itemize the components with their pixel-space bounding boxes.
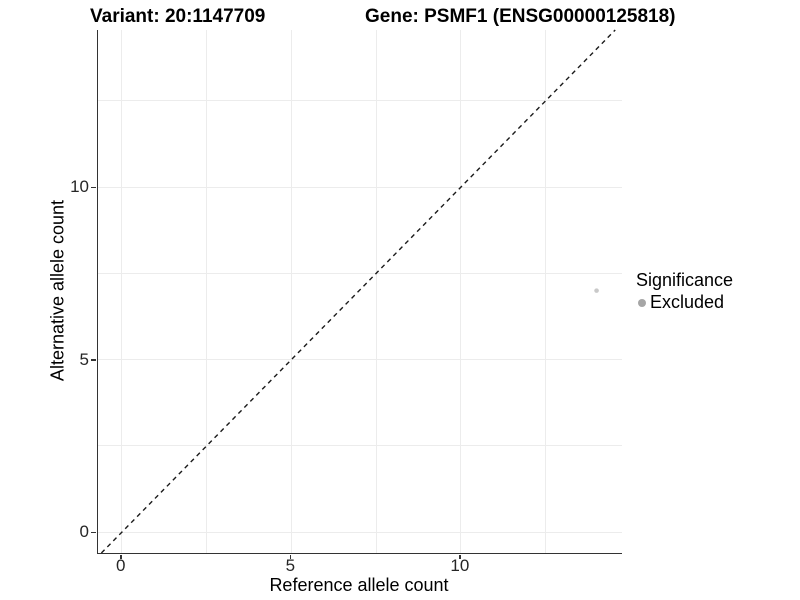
x-tick-label: 10 [450,556,470,575]
y-axis-title: Alternative allele count [47,199,68,382]
gridline-horizontal [98,100,622,102]
gridline-vertical [460,30,462,553]
legend-entry-label: Excluded [650,292,725,312]
gene-title: Gene: PSMF1 (ENSG00000125818) [365,6,676,27]
gridline-vertical [121,30,123,553]
y-tick-mark [91,186,96,189]
gridline-vertical [206,30,208,553]
plot-layer [100,29,616,554]
gridline-horizontal [98,186,622,188]
gridline-vertical [290,30,292,553]
x-tick-mark [459,554,461,559]
legend-title: Significance [636,270,734,290]
legend-entry: Excluded [638,292,733,313]
gridline-horizontal [98,272,622,274]
variant-title: Variant: 20:1147709 [90,6,266,27]
identity-line [100,29,616,554]
y-tick-mark [91,531,96,534]
y-tick-label: 0 [79,522,89,542]
legend: Significance Excluded [636,270,733,313]
y-tick-label: 10 [70,177,89,197]
legend-key-dot [638,298,646,307]
gridline-horizontal [98,359,622,361]
plot-panel [97,29,622,554]
gridline-horizontal [98,531,622,533]
x-tick-mark [120,554,122,559]
y-tick-label: 5 [79,349,89,369]
x-tick-label: 0 [116,556,126,575]
x-tick-label: 5 [285,556,296,575]
x-axis-title: Reference allele count [269,575,449,595]
gridline-vertical [375,30,377,553]
gridline-vertical [545,30,547,553]
y-tick-mark [91,359,96,361]
x-tick-mark [289,554,292,559]
data-point [594,288,599,293]
gridline-horizontal [98,445,622,447]
